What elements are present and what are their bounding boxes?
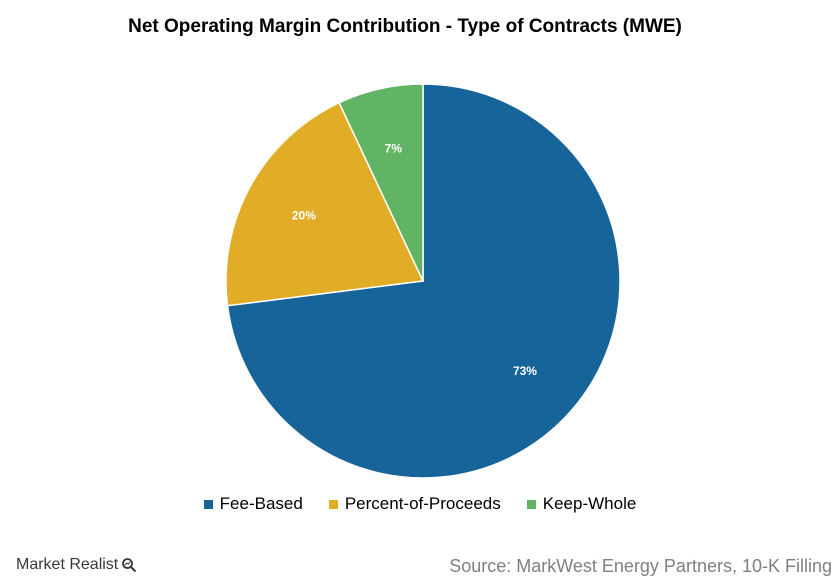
- pie-slice-percent-of-proceeds: [225, 101, 425, 307]
- legend-item-percent-of-proceeds: Percent-of-Proceeds: [328, 494, 501, 514]
- chart-title: Net Operating Margin Contribution - Type…: [128, 16, 682, 37]
- legend-swatch-keep-whole: [526, 499, 536, 509]
- legend-label-keep-whole: Keep-Whole: [542, 494, 637, 513]
- pie-slice-keep-whole: [338, 83, 424, 282]
- legend-swatch-percent-of-proceeds: [328, 499, 338, 509]
- magnifier-icon: [122, 558, 137, 573]
- legend-item-keep-whole: Keep-Whole: [526, 494, 637, 514]
- brand-logo: Market Realist: [16, 556, 137, 574]
- data-label-fee-based: 73%: [513, 364, 537, 378]
- data-label-percent-of-proceeds: 20%: [292, 209, 316, 223]
- legend-swatch-fee-based: [203, 499, 213, 509]
- legend-item-fee-based: Fee-Based: [203, 494, 303, 514]
- legend-label-percent-of-proceeds: Percent-of-Proceeds: [344, 494, 501, 513]
- brand-name: Market Realist: [16, 556, 119, 573]
- data-label-keep-whole: 7%: [385, 141, 403, 155]
- source-note: Source: MarkWest Energy Partners, 10-K F…: [449, 556, 832, 576]
- legend: Fee-Based Percent-of-Proceeds Keep-Whole: [0, 494, 840, 514]
- legend-label-fee-based: Fee-Based: [219, 494, 303, 513]
